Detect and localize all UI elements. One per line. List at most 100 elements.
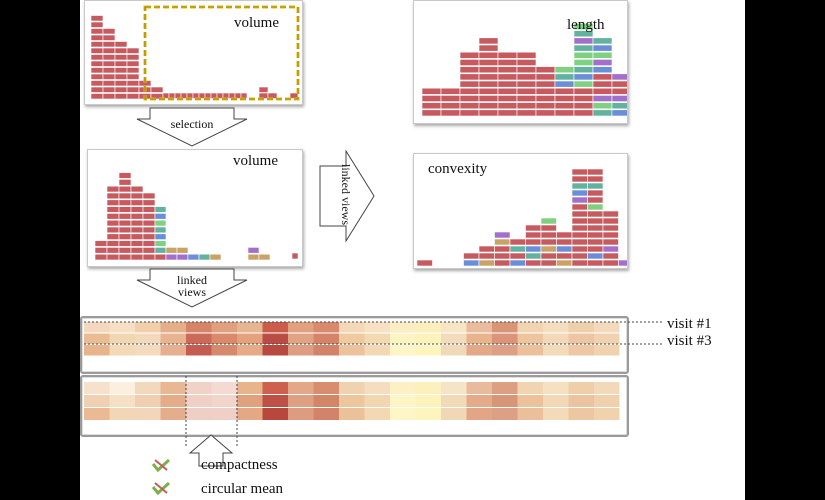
- volume-linked-bar-block: [130, 192, 144, 200]
- length-bar-block: [497, 95, 518, 102]
- panel-title-convexity: convexity: [428, 161, 488, 177]
- volume-bar-block: [90, 73, 104, 80]
- heatmap-cell: [135, 382, 161, 394]
- convexity-bar-block: [571, 238, 588, 246]
- heatmap-cell: [135, 333, 161, 344]
- heatmap-overlay: [84, 321, 664, 467]
- heatmap-cell: [339, 408, 365, 420]
- volume-linked-bar-block: [142, 247, 156, 254]
- volume-linked-bar-block: [118, 247, 132, 254]
- heatmap-cell: [262, 345, 288, 356]
- heatmap-cell: [339, 322, 365, 333]
- convexity-bar-block: [556, 259, 573, 267]
- volume-linked-bar-block: [118, 172, 132, 179]
- length-bar-block: [592, 44, 613, 52]
- length-bar-block: [535, 95, 556, 102]
- volume-bar-block: [90, 21, 104, 28]
- check-icon: [151, 481, 171, 495]
- heatmap-cell: [109, 333, 135, 344]
- length-bar-block: [478, 80, 499, 88]
- length-bar-block: [516, 66, 537, 74]
- heatmap-cell: [543, 395, 569, 407]
- heatmap-cell: [160, 382, 186, 394]
- heatmap-cell: [543, 322, 569, 333]
- volume-linked-bar-block: [154, 206, 167, 213]
- volume-bar-block: [90, 15, 104, 22]
- convexity-bar-block: [587, 182, 604, 190]
- visit-label-3: visit #3: [667, 333, 712, 349]
- convexity-bar-block: [571, 182, 588, 190]
- volume-linked-bar-block: [130, 226, 144, 234]
- panel-title-volume: volume: [234, 15, 279, 31]
- volume-bar-block: [114, 67, 128, 74]
- heatmap-cell: [262, 395, 288, 407]
- heatmap-cell: [568, 322, 594, 333]
- volume-bar-block: [126, 86, 140, 93]
- length-bar-block: [535, 102, 556, 110]
- heatmap-cell: [594, 408, 620, 420]
- length-bar-block: [535, 80, 556, 88]
- convexity-bar-block: [571, 217, 588, 225]
- convexity-bar-block: [478, 259, 495, 267]
- volume-bar-block: [102, 54, 116, 61]
- volume-linked-bar-block: [106, 233, 120, 240]
- convexity-bar-block: [602, 217, 619, 225]
- length-bar-block: [459, 95, 480, 102]
- volume-bar-block: [114, 47, 128, 54]
- heatmap-cell: [594, 322, 620, 333]
- length-bar-block: [611, 109, 627, 117]
- volume-linked-bar-block: [118, 240, 132, 247]
- volume-linked-bar-block: [154, 219, 167, 227]
- legend-circular-mean: circular mean: [201, 481, 284, 497]
- length-bar-block: [421, 102, 442, 110]
- volume-linked-bar-block: [176, 247, 189, 254]
- volume-linked-bar-block: [247, 253, 260, 261]
- heatmap-cell: [135, 322, 161, 333]
- heatmap-cell: [313, 322, 339, 333]
- heatmap-cell: [237, 408, 263, 420]
- heatmap-cell: [288, 395, 314, 407]
- heatmap-cell: [186, 382, 212, 394]
- visit-label-1: visit #1: [667, 316, 712, 332]
- convexity-bar-block: [540, 238, 557, 246]
- length-bar-block: [573, 66, 594, 74]
- length-bar-block: [592, 51, 613, 59]
- volume-linked-bar-block: [176, 253, 189, 261]
- convexity-bar-block: [587, 189, 604, 197]
- heatmap-cell: [288, 345, 314, 356]
- volume-histogram-chart: [90, 5, 300, 101]
- linked-views-down-label: linked views: [162, 274, 222, 298]
- heatmap-cell: [517, 382, 543, 394]
- length-bar-block: [554, 95, 575, 102]
- heatmap-cell: [594, 382, 620, 394]
- volume-linked-bar-block: [106, 185, 120, 193]
- heatmap-cell: [568, 345, 594, 356]
- length-bar-block: [516, 80, 537, 88]
- volume-bar-block: [102, 47, 116, 54]
- convexity-bar-block: [494, 259, 511, 267]
- convexity-bar-block: [540, 224, 557, 232]
- volume-bar-block: [126, 80, 140, 87]
- convexity-bar-block: [587, 238, 604, 246]
- heatmap-cell: [364, 408, 390, 420]
- volume-linked-bar-block: [142, 192, 156, 200]
- volume-linked-bar-block: [154, 240, 167, 247]
- volume-bar-block: [102, 93, 116, 100]
- volume-bar-block: [102, 60, 116, 67]
- volume-linked-bar-block: [154, 253, 167, 261]
- heatmap-cell: [288, 408, 314, 420]
- convexity-bar-block: [509, 259, 526, 267]
- heatmap-cell: [517, 408, 543, 420]
- heatmap-cell: [211, 408, 237, 420]
- volume-linked-bar-block: [106, 213, 120, 220]
- convexity-bar-block: [587, 217, 604, 225]
- heatmap-cell: [543, 333, 569, 344]
- heatmap-cell: [211, 333, 237, 344]
- volume-bar-block: [90, 47, 104, 54]
- length-bar-block: [459, 59, 480, 66]
- convexity-bar-block: [587, 196, 604, 204]
- length-bar-block: [573, 37, 594, 45]
- volume-bar-block: [126, 93, 140, 100]
- convexity-bar-block: [571, 224, 588, 232]
- volume-linked-bar-block: [106, 247, 120, 254]
